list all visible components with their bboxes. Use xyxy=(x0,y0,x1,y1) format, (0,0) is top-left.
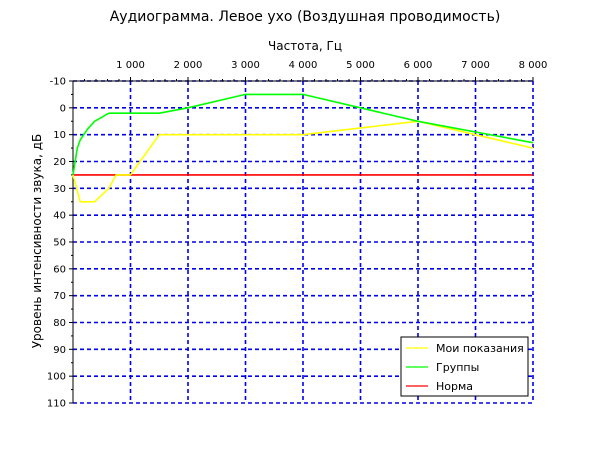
y-tick-label-80: 80 xyxy=(53,318,66,329)
series-line-groups xyxy=(72,93,534,176)
y-tick-label-70: 70 xyxy=(53,291,66,302)
y-tick-label-90: 90 xyxy=(53,345,66,356)
x-tick-label-8000: 8 000 xyxy=(519,60,548,71)
y-tick-label-40: 40 xyxy=(53,211,66,222)
x-tick-label-4000: 4 000 xyxy=(289,60,318,71)
y-axis-title: Уровень интенсивности звука, дБ xyxy=(30,134,44,349)
y-tick-label-110: 110 xyxy=(47,399,66,410)
axes: -10 0 10 20 30 40 50 60 70 80 90 100 110 1 000 2 000 3 … xyxy=(47,60,547,410)
x-tick-label-3000: 3 000 xyxy=(231,60,260,71)
x-tick-label-7000: 7 000 xyxy=(461,60,490,71)
x-tick-label-6000: 6 000 xyxy=(404,60,433,71)
x-tick-label-1000: 1 000 xyxy=(116,60,145,71)
y-tick-label-0: 0 xyxy=(60,103,66,114)
legend-label-norm: Норма xyxy=(436,380,473,393)
legend-label-groups: Группы xyxy=(436,361,479,374)
x-tick-label-5000: 5 000 xyxy=(346,60,375,71)
y-tick-label-100: 100 xyxy=(47,372,66,383)
y-tick-label-50: 50 xyxy=(53,238,66,249)
x-axis-title: Частота, Гц xyxy=(268,39,342,53)
y-tick-label-60: 60 xyxy=(53,264,66,275)
y-tick-label-10: 10 xyxy=(53,130,66,141)
legend: Мои показания Группы Норма xyxy=(400,336,529,397)
data-series xyxy=(72,93,534,203)
y-tick-label-30: 30 xyxy=(53,184,66,195)
y-tick-label--10: -10 xyxy=(50,77,66,88)
legend-label-my-readings: Мои показания xyxy=(436,342,524,355)
y-tick-label-20: 20 xyxy=(53,157,66,168)
series-line-my-readings xyxy=(72,120,534,203)
x-tick-label-2000: 2 000 xyxy=(174,60,203,71)
chart-title: Аудиограмма. Левое ухо (Воздушная провод… xyxy=(110,9,501,25)
